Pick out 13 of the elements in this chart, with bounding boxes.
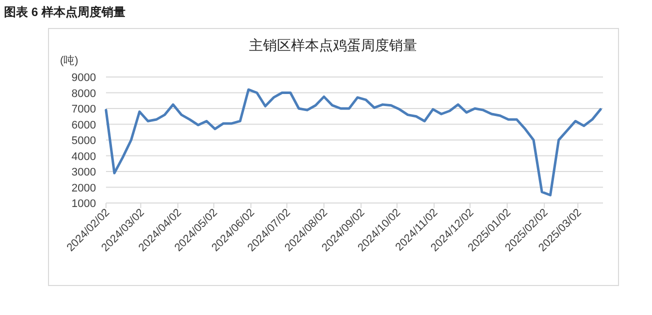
y-tick-label: 3000 bbox=[72, 166, 96, 178]
y-tick-label: 1000 bbox=[72, 198, 96, 210]
y-tick-label: 6000 bbox=[72, 119, 96, 132]
y-tick-label: 4000 bbox=[72, 150, 96, 163]
y-tick-label: 9000 bbox=[72, 72, 96, 84]
y-tick-label: 5000 bbox=[72, 135, 96, 147]
y-tick-label: 2000 bbox=[72, 182, 96, 194]
line-series bbox=[104, 88, 602, 196]
chart-title: 主销区样本点鸡蛋周度销量 bbox=[249, 38, 417, 54]
text: 图表 6 样本点周度销量 bbox=[4, 5, 126, 19]
y-tick-label: 8000 bbox=[72, 88, 96, 100]
y-axis-title: (吨) bbox=[60, 54, 78, 67]
y-tick-label: 7000 bbox=[72, 104, 96, 116]
